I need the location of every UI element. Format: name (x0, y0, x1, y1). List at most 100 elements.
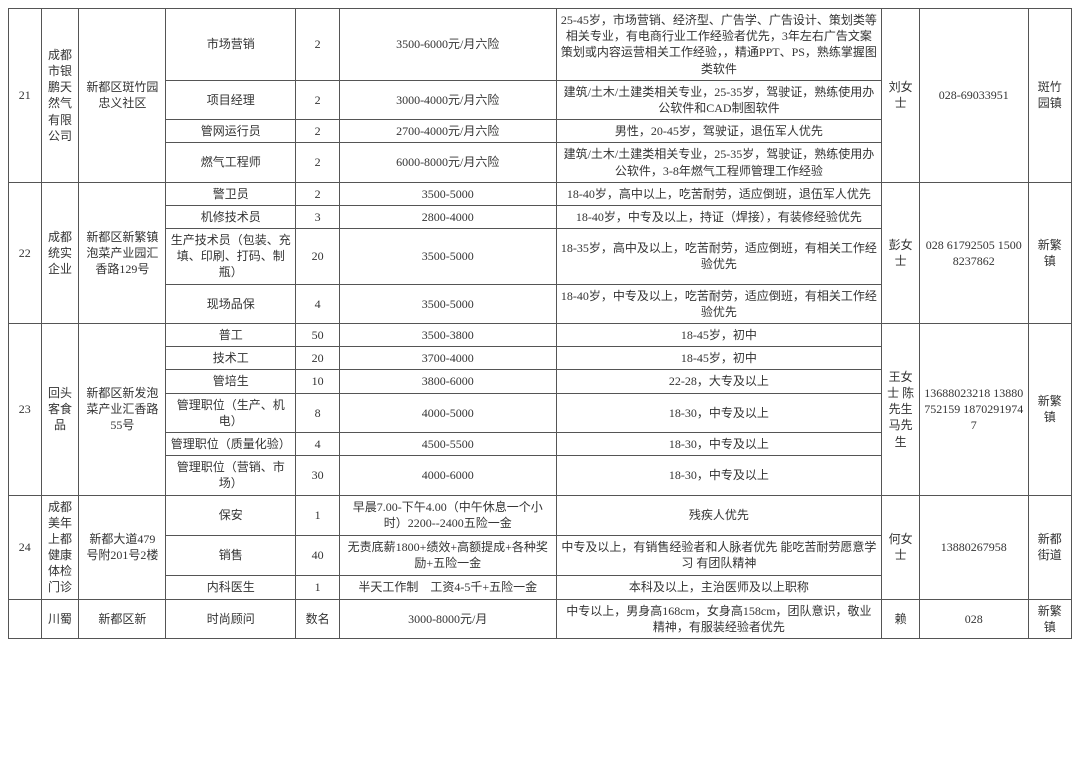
job-requirement: 18-45岁，初中 (556, 347, 881, 370)
job-requirement: 中专以上，男身高168cm，女身高158cm，团队意识，敬业精神，有服装经验者优… (556, 599, 881, 638)
contact-phone: 028-69033951 (920, 9, 1028, 183)
job-requirement: 18-30，中专及以上 (556, 432, 881, 455)
job-count: 20 (296, 347, 339, 370)
table-row: 23回头客食品新都区新发泡菜产业汇香路55号普工503500-380018-45… (9, 324, 1072, 347)
job-salary: 3000-8000元/月 (339, 599, 556, 638)
job-salary: 3500-5000 (339, 284, 556, 323)
row-index: 21 (9, 9, 42, 183)
row-index: 23 (9, 324, 42, 496)
job-salary: 3500-3800 (339, 324, 556, 347)
job-requirement: 建筑/土木/土建类相关专业，25-35岁，驾驶证，熟练使用办公软件，3-8年燃气… (556, 143, 881, 182)
company-name: 成都市银鹏天然气有限公司 (41, 9, 79, 183)
job-count: 2 (296, 143, 339, 182)
table-row: 21成都市银鹏天然气有限公司新都区斑竹园忠义社区市场营销23500-6000元/… (9, 9, 1072, 81)
job-position: 生产技术员（包装、充填、印刷、打码、制瓶） (166, 229, 296, 285)
job-count: 2 (296, 80, 339, 119)
contact-name: 何女士 (882, 495, 920, 599)
job-count: 4 (296, 432, 339, 455)
job-salary: 早晨7.00-下午4.00（中午休息一个小时）2200--2400五险一金 (339, 495, 556, 535)
job-listing-table: 21成都市银鹏天然气有限公司新都区斑竹园忠义社区市场营销23500-6000元/… (8, 8, 1072, 639)
company-name: 回头客食品 (41, 324, 79, 496)
job-location: 斑竹园镇 (1028, 9, 1071, 183)
company-name: 成都统实企业 (41, 182, 79, 323)
table-row: 川蜀新都区新时尚顾问数名3000-8000元/月中专以上，男身高168cm，女身… (9, 599, 1072, 638)
job-requirement: 18-45岁，初中 (556, 324, 881, 347)
job-salary: 3500-6000元/月六险 (339, 9, 556, 81)
contact-name: 刘女士 (882, 9, 920, 183)
job-requirement: 22-28，大专及以上 (556, 370, 881, 393)
contact-phone: 028 (920, 599, 1028, 638)
company-address: 新都区斑竹园忠义社区 (79, 9, 166, 183)
job-salary: 3700-4000 (339, 347, 556, 370)
company-name: 川蜀 (41, 599, 79, 638)
row-index: 22 (9, 182, 42, 323)
job-count: 4 (296, 284, 339, 323)
job-count: 50 (296, 324, 339, 347)
job-requirement: 中专及以上，有销售经验者和人脉者优先 能吃苦耐劳愿意学习 有团队精神 (556, 535, 881, 575)
job-position: 销售 (166, 535, 296, 575)
job-salary: 4500-5500 (339, 432, 556, 455)
job-location: 新都街道 (1028, 495, 1071, 599)
job-salary: 6000-8000元/月六险 (339, 143, 556, 182)
table-row: 22成都统实企业新都区新繁镇泡菜产业园汇香路129号警卫员23500-50001… (9, 182, 1072, 205)
job-position: 管理职位（营销、市场） (166, 456, 296, 495)
job-salary: 4000-6000 (339, 456, 556, 495)
row-index (9, 599, 42, 638)
contact-name: 彭女士 (882, 182, 920, 323)
job-count: 1 (296, 575, 339, 599)
job-position: 燃气工程师 (166, 143, 296, 182)
contact-name: 王女士 陈先生 马先生 (882, 324, 920, 496)
job-salary: 3000-4000元/月六险 (339, 80, 556, 119)
company-address: 新都大道479号附201号2楼 (79, 495, 166, 599)
job-salary: 半天工作制 工资4-5千+五险一金 (339, 575, 556, 599)
job-count: 数名 (296, 599, 339, 638)
job-position: 管理职位（生产、机电） (166, 393, 296, 432)
company-address: 新都区新 (79, 599, 166, 638)
job-location: 新繁镇 (1028, 182, 1071, 323)
job-position: 内科医生 (166, 575, 296, 599)
job-requirement: 本科及以上，主治医师及以上职称 (556, 575, 881, 599)
job-requirement: 18-30，中专及以上 (556, 456, 881, 495)
job-salary: 3500-5000 (339, 229, 556, 285)
job-position: 市场营销 (166, 9, 296, 81)
job-count: 8 (296, 393, 339, 432)
job-count: 30 (296, 456, 339, 495)
job-position: 管理职位（质量化验） (166, 432, 296, 455)
job-location: 新繁镇 (1028, 599, 1071, 638)
job-position: 普工 (166, 324, 296, 347)
company-name: 成都美年上都健康体检门诊 (41, 495, 79, 599)
company-address: 新都区新繁镇泡菜产业园汇香路129号 (79, 182, 166, 323)
job-salary: 4000-5000 (339, 393, 556, 432)
job-count: 40 (296, 535, 339, 575)
contact-name: 赖 (882, 599, 920, 638)
job-count: 2 (296, 182, 339, 205)
job-requirement: 18-35岁，高中及以上，吃苦耐劳，适应倒班，有相关工作经验优先 (556, 229, 881, 285)
job-position: 管培生 (166, 370, 296, 393)
table-row: 24成都美年上都健康体检门诊新都大道479号附201号2楼保安1早晨7.00-下… (9, 495, 1072, 535)
job-requirement: 18-40岁，高中以上，吃苦耐劳，适应倒班，退伍军人优先 (556, 182, 881, 205)
job-position: 现场品保 (166, 284, 296, 323)
job-count: 3 (296, 205, 339, 228)
job-count: 1 (296, 495, 339, 535)
row-index: 24 (9, 495, 42, 599)
job-requirement: 男性，20-45岁，驾驶证，退伍军人优先 (556, 120, 881, 143)
job-position: 保安 (166, 495, 296, 535)
job-salary: 2700-4000元/月六险 (339, 120, 556, 143)
job-salary: 3500-5000 (339, 182, 556, 205)
job-requirement: 建筑/土木/土建类相关专业，25-35岁，驾驶证，熟练使用办公软件和CAD制图软… (556, 80, 881, 119)
job-requirement: 18-40岁，中专及以上，吃苦耐劳，适应倒班，有相关工作经验优先 (556, 284, 881, 323)
job-position: 技术工 (166, 347, 296, 370)
company-address: 新都区新发泡菜产业汇香路55号 (79, 324, 166, 496)
job-count: 20 (296, 229, 339, 285)
job-requirement: 18-30，中专及以上 (556, 393, 881, 432)
job-position: 警卫员 (166, 182, 296, 205)
job-position: 管网运行员 (166, 120, 296, 143)
job-count: 2 (296, 120, 339, 143)
job-salary: 无责底薪1800+绩效+高额提成+各种奖励+五险一金 (339, 535, 556, 575)
job-position: 时尚顾问 (166, 599, 296, 638)
job-position: 机修技术员 (166, 205, 296, 228)
contact-phone: 028 61792505 15008237862 (920, 182, 1028, 323)
job-count: 10 (296, 370, 339, 393)
job-count: 2 (296, 9, 339, 81)
job-location: 新繁镇 (1028, 324, 1071, 496)
